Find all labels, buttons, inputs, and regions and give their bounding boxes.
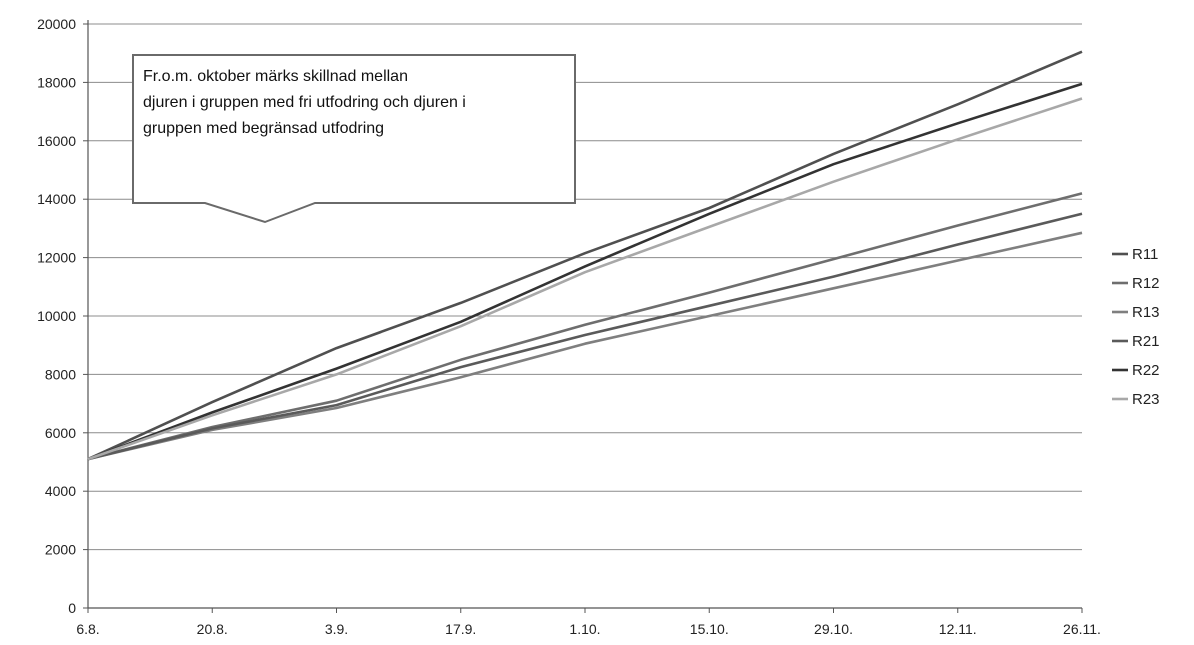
series-line-r11 — [87, 50, 1083, 461]
x-tick-label: 6.8. — [76, 621, 99, 637]
y-tick-label: 18000 — [37, 74, 76, 90]
y-tick-label: 6000 — [45, 425, 76, 441]
legend-label: R11 — [1132, 246, 1158, 263]
legend-label: R13 — [1132, 304, 1160, 321]
callout-box — [132, 54, 576, 224]
x-tick-label: 17.9. — [445, 621, 476, 637]
annotation-line-3: gruppen med begränsad utfodring — [143, 120, 384, 137]
y-tick-label: 10000 — [37, 308, 76, 324]
x-tick-label: 3.9. — [325, 621, 348, 637]
x-tick-label: 1.10. — [569, 621, 600, 637]
x-tick-label: 29.10. — [814, 621, 853, 637]
legend-label: R22 — [1132, 362, 1160, 379]
y-tick-label: 0 — [68, 600, 76, 616]
y-tick-label: 4000 — [45, 483, 76, 499]
axes: 0 2000 4000 6000 8000 10000 12000 14000 16000 180… — [37, 16, 1101, 637]
y-tick-label: 14000 — [37, 191, 76, 207]
series-line-r21 — [87, 212, 1083, 461]
annotation-line-1: Fr.o.m. oktober märks skillnad mellan — [143, 68, 408, 85]
annotation-callout: Fr.o.m. oktober märks skillnad mellan dj… — [132, 54, 576, 224]
legend-label: R12 — [1132, 275, 1160, 292]
series-line-r13 — [87, 231, 1083, 461]
y-tick-label: 20000 — [37, 16, 76, 32]
x-tick-label: 12.11. — [939, 621, 977, 637]
x-tick-label: 15.10. — [690, 621, 729, 637]
series-line-r23 — [87, 97, 1083, 461]
annotation-line-2: djuren i gruppen med fri utfodring och d… — [143, 94, 466, 111]
legend: R11 R12 R13 R21 R22 R23 — [1112, 246, 1160, 408]
y-tick-label: 8000 — [45, 366, 76, 382]
y-tick-label: 12000 — [37, 250, 76, 266]
legend-label: R23 — [1132, 391, 1160, 408]
y-tick-label: 16000 — [37, 133, 76, 149]
series-line-r12 — [87, 192, 1083, 461]
legend-label: R21 — [1132, 333, 1160, 350]
series-lines — [87, 50, 1083, 461]
x-tick-label: 26.11. — [1063, 621, 1101, 637]
series-line-r22 — [87, 82, 1083, 461]
y-tick-label: 2000 — [45, 542, 76, 558]
x-tick-label: 20.8. — [197, 621, 228, 637]
